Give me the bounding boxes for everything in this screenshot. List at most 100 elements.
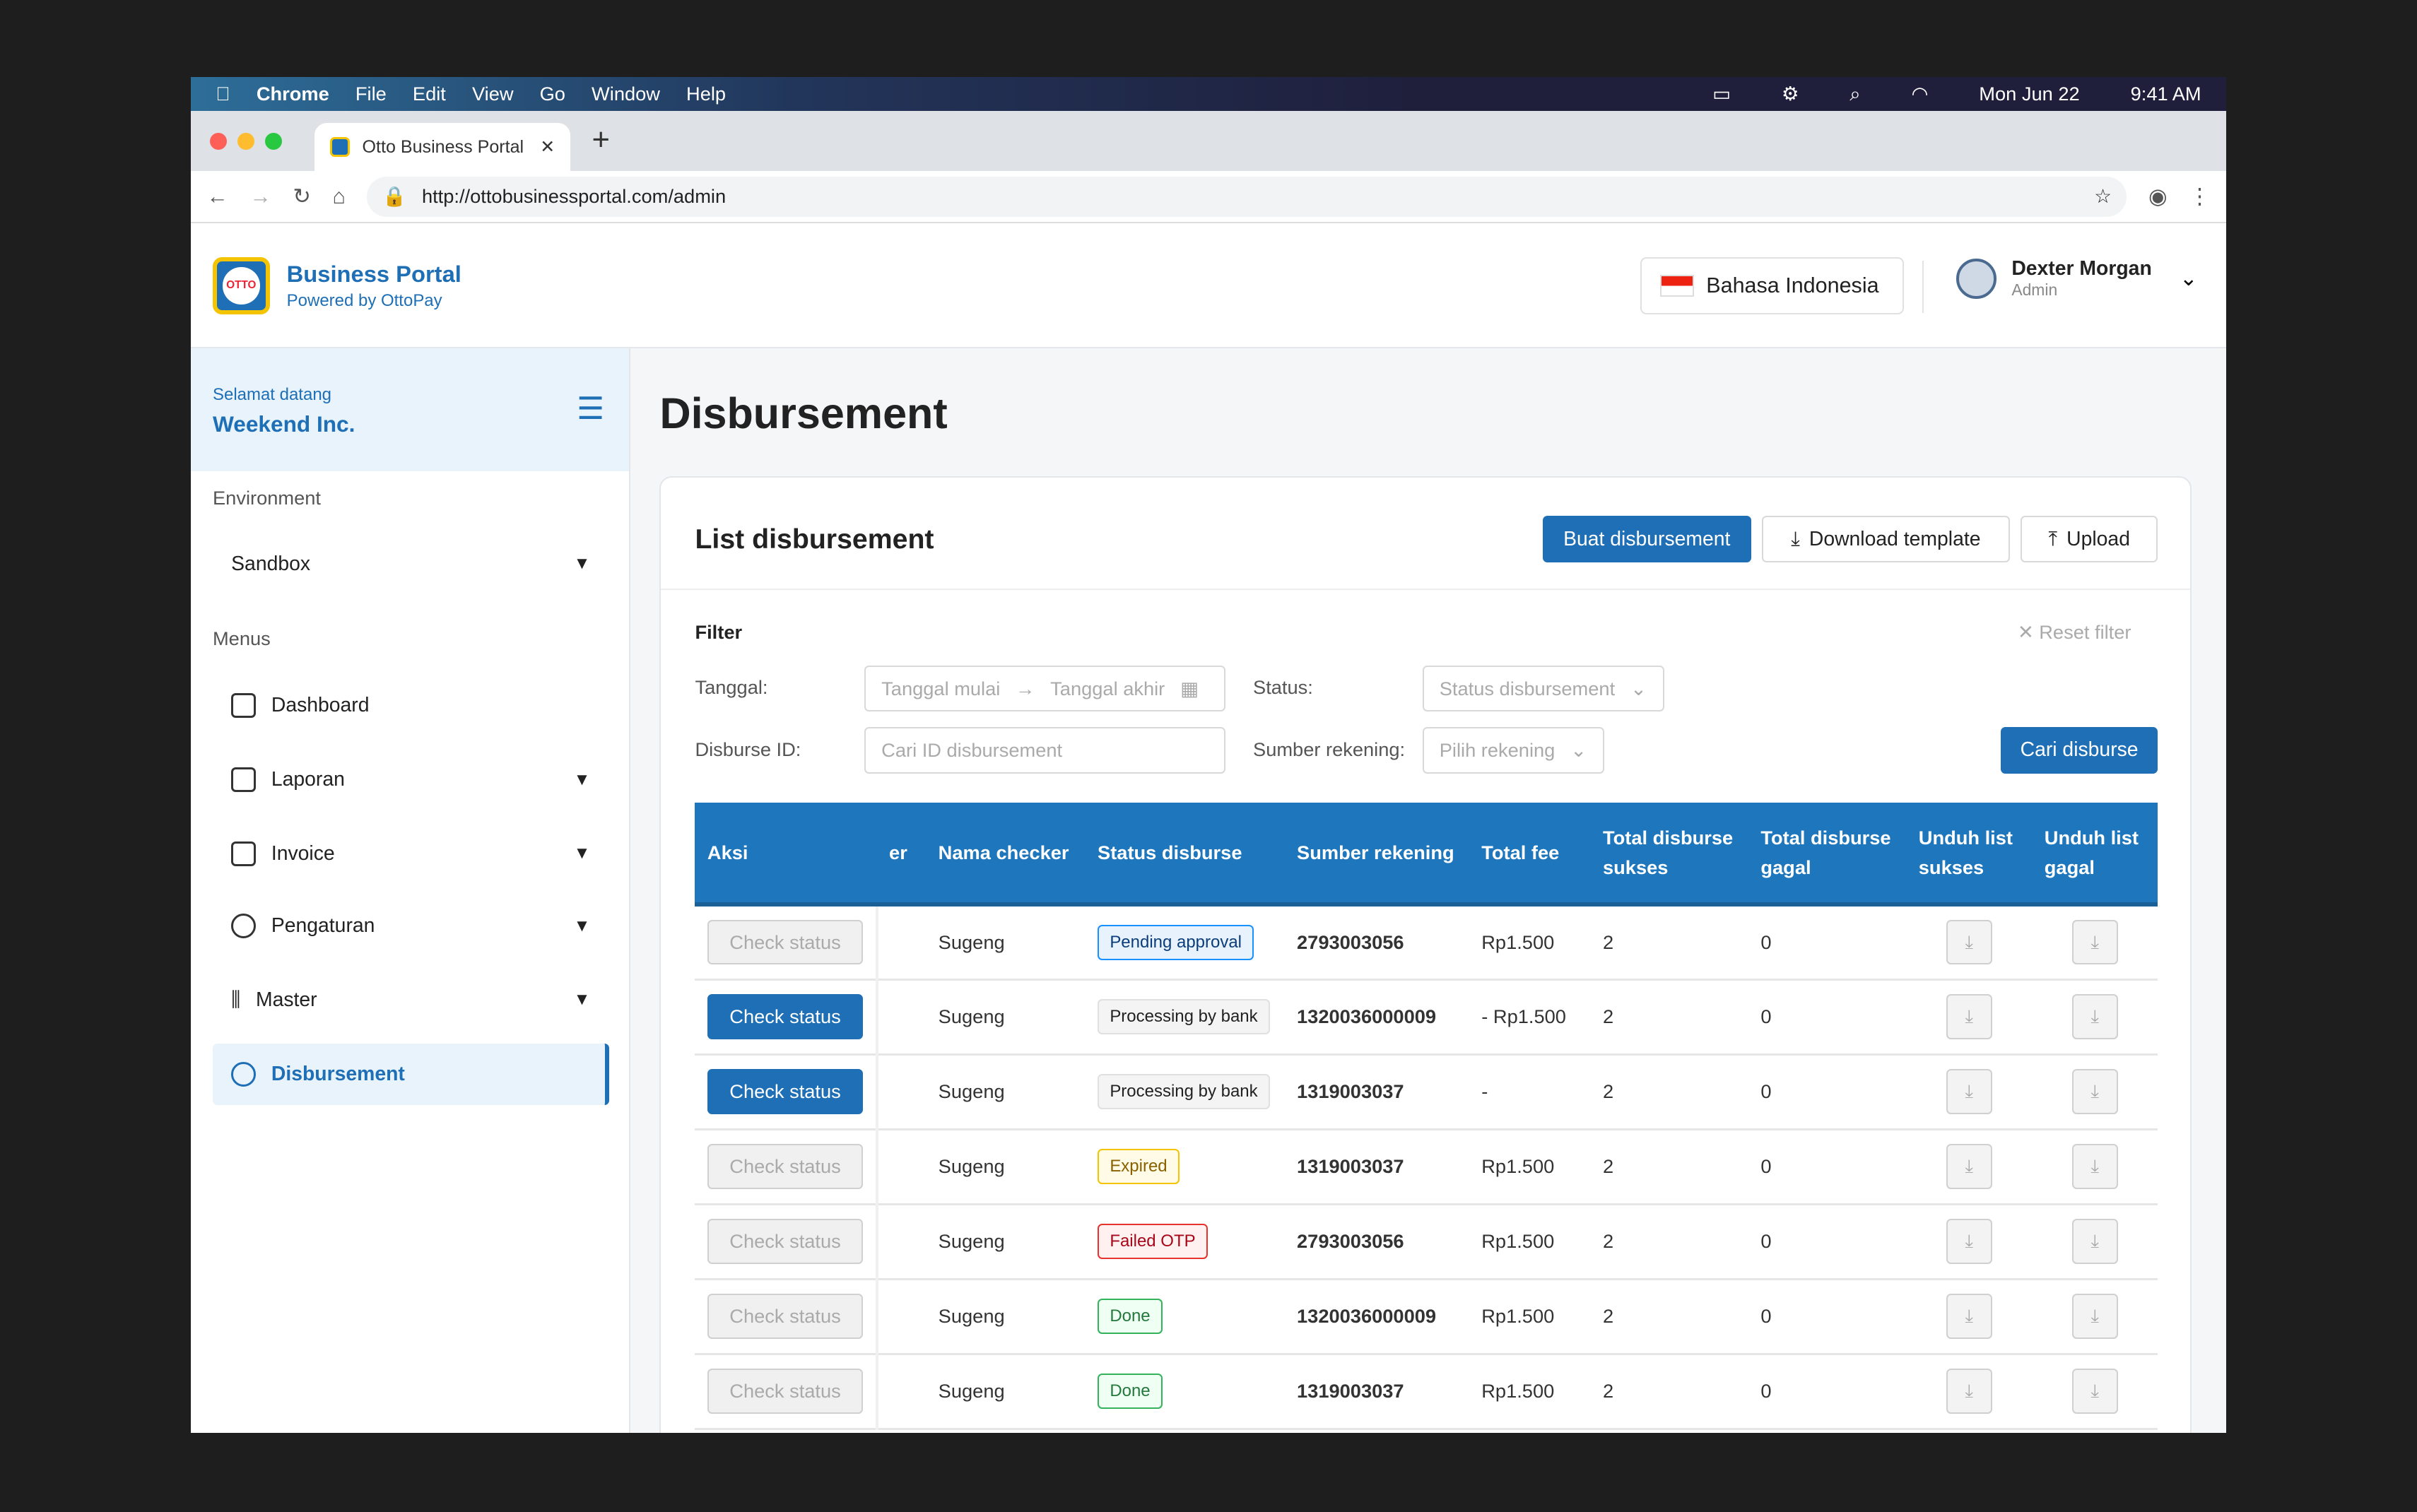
action-cell: Check status	[695, 1129, 877, 1205]
chevron-down-icon: ⌄	[1570, 738, 1587, 761]
battery-icon[interactable]: ▭	[1712, 83, 1731, 105]
sidebar-item-disbursement[interactable]: Disbursement	[212, 1043, 609, 1105]
disburse-id-input[interactable]: Cari ID disbursement	[864, 727, 1225, 774]
control-center-icon[interactable]: ⚙	[1781, 83, 1799, 105]
avatar	[1956, 258, 1996, 299]
fail-count-cell: 0	[1748, 1354, 1907, 1430]
download-icon[interactable]: ⤓	[1946, 1069, 1993, 1114]
menu-go[interactable]: Go	[525, 83, 565, 105]
checker-cell: Sugeng	[926, 1354, 1086, 1430]
sidebar-item-pengaturan[interactable]: Pengaturan ▼	[213, 895, 609, 957]
sidebar: Selamat datang Weekend Inc. ☰ Environmen…	[191, 348, 631, 1434]
mac-menubar:  Chrome File Edit View Go Window Help ▭…	[191, 77, 2226, 112]
download-icon[interactable]: ⤓	[2071, 994, 2119, 1039]
download-icon[interactable]: ⤓	[2071, 1294, 2119, 1339]
sidebar-item-label: Laporan	[271, 768, 345, 791]
check-status-button[interactable]: Check status	[707, 1069, 864, 1114]
table-row: Check status Sugeng Done 1320036000009 R…	[695, 1279, 2158, 1355]
source-account-select[interactable]: Pilih rekening ⌄	[1422, 727, 1605, 774]
menu-view[interactable]: View	[457, 83, 514, 105]
user-menu[interactable]: Dexter Morgan Admin ⌄	[1956, 257, 2198, 300]
check-status-button[interactable]: Check status	[707, 920, 864, 965]
source-account-label: Sumber rekening:	[1253, 738, 1406, 760]
account-cell: 2793003056	[1284, 904, 1469, 981]
success-count-cell: 2	[1590, 1054, 1748, 1130]
menu-help[interactable]: Help	[671, 83, 726, 105]
download-icon[interactable]: ⤓	[1946, 920, 1993, 965]
reload-icon[interactable]: ↻	[293, 184, 311, 208]
download-icon[interactable]: ⤓	[1946, 1144, 1993, 1189]
success-count-cell: 2	[1590, 1279, 1748, 1355]
download-template-button[interactable]: ⤓ Download template	[1761, 516, 2010, 562]
back-icon[interactable]: ←	[206, 184, 228, 208]
apple-icon[interactable]: 	[216, 83, 230, 105]
account-cell: 1320036000009	[1284, 979, 1469, 1056]
clock-time[interactable]: 9:41 AM	[2130, 83, 2201, 105]
calendar-icon: ▦	[1180, 677, 1199, 699]
close-window-button[interactable]	[209, 132, 227, 150]
new-tab-button[interactable]: +	[592, 123, 610, 158]
column-header: Unduh list gagal	[2032, 803, 2158, 907]
environment-select[interactable]: Sandbox ▼	[213, 533, 609, 595]
search-icon[interactable]: ⌕	[1849, 82, 1861, 105]
chevron-down-icon: ▼	[573, 554, 591, 574]
page-title: Disbursement	[659, 389, 948, 437]
url-field[interactable]: 🔒 http://ottobusinessportal.com/admin ☆	[367, 176, 2127, 217]
fail-count-cell: 0	[1748, 1054, 1907, 1130]
menu-edit[interactable]: Edit	[398, 83, 446, 105]
date-range-input[interactable]: Tanggal mulai → Tanggal akhir ▦	[864, 666, 1225, 712]
create-disbursement-button[interactable]: Buat disbursement	[1543, 516, 1751, 562]
url-text: http://ottobusinessportal.com/admin	[421, 185, 727, 208]
checker-cell: Sugeng	[926, 1054, 1086, 1130]
sidebar-item-invoice[interactable]: Invoice ▼	[213, 823, 609, 885]
success-count-cell: 2	[1590, 1129, 1748, 1205]
sidebar-item-master[interactable]: ⫼ Master ▼	[213, 969, 609, 1031]
status-select[interactable]: Status disbursement ⌄	[1422, 666, 1665, 712]
check-status-button[interactable]: Check status	[707, 1144, 864, 1189]
download-icon[interactable]: ⤓	[2071, 1369, 2119, 1414]
chevron-down-icon[interactable]: ⌄	[2180, 266, 2198, 290]
check-status-button[interactable]: Check status	[707, 1219, 864, 1264]
check-status-button[interactable]: Check status	[707, 994, 864, 1039]
profile-icon[interactable]: ◉	[2148, 184, 2168, 208]
search-disburse-button[interactable]: Cari disburse	[2000, 727, 2158, 774]
reset-filter-button[interactable]: ✕ Reset filter	[2017, 620, 2131, 643]
column-header: Sumber rekening	[1284, 803, 1469, 907]
more-menu-icon[interactable]: ⋮	[2189, 184, 2211, 208]
minimize-window-button[interactable]	[237, 132, 254, 150]
check-status-button[interactable]: Check status	[707, 1369, 864, 1414]
download-fail-cell: ⤓	[2032, 904, 2158, 981]
download-icon[interactable]: ⤓	[2071, 1144, 2119, 1189]
download-success-cell: ⤓	[1906, 904, 2033, 981]
maximize-window-button[interactable]	[265, 132, 283, 150]
card-title: List disbursement	[695, 524, 934, 555]
forward-icon[interactable]: →	[249, 184, 271, 208]
download-icon[interactable]: ⤓	[1946, 994, 1993, 1039]
status-cell: Expired	[1085, 1129, 1285, 1205]
download-icon[interactable]: ⤓	[2071, 920, 2119, 965]
download-icon[interactable]: ⤓	[2071, 1069, 2119, 1114]
clock-date[interactable]: Mon Jun 22	[1979, 83, 2080, 105]
collapse-menu-icon[interactable]: ☰	[577, 391, 605, 426]
otto-logo[interactable]: OTTO	[212, 257, 270, 314]
close-tab-icon[interactable]: ✕	[540, 137, 555, 158]
check-status-button[interactable]: Check status	[707, 1294, 864, 1339]
menu-file[interactable]: File	[341, 83, 387, 105]
menu-window[interactable]: Window	[577, 83, 660, 105]
menu-chrome[interactable]: Chrome	[242, 83, 329, 105]
download-icon[interactable]: ⤓	[1946, 1369, 1993, 1414]
download-icon[interactable]: ⤓	[2071, 1219, 2119, 1264]
download-icon[interactable]: ⤓	[1946, 1219, 1993, 1264]
browser-tab[interactable]: Otto Business Portal ✕	[314, 123, 570, 172]
bookmark-star-icon[interactable]: ☆	[2094, 185, 2112, 208]
language-selector[interactable]: Bahasa Indonesia	[1640, 257, 1904, 314]
chevron-down-icon: ▼	[573, 844, 591, 863]
home-icon[interactable]: ⌂	[332, 184, 346, 208]
sidebar-item-dashboard[interactable]: Dashboard	[213, 675, 609, 736]
wifi-icon[interactable]: ◠	[1911, 83, 1929, 105]
maker-cell	[875, 979, 927, 1056]
sidebar-item-laporan[interactable]: Laporan ▼	[213, 749, 609, 810]
sidebar-item-label: Dashboard	[271, 694, 370, 717]
upload-button[interactable]: ⤒ Upload	[2021, 516, 2158, 562]
download-icon[interactable]: ⤓	[1946, 1294, 1993, 1339]
